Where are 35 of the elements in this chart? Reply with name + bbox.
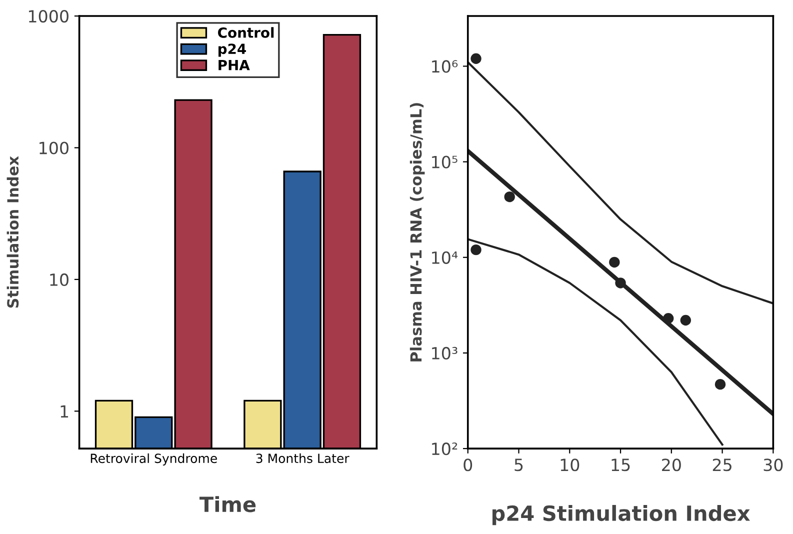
x-tick-label: 30 — [764, 458, 783, 472]
y-tick-label: 10⁵ — [432, 156, 458, 168]
y-tick-label: 10⁴ — [432, 251, 458, 264]
point — [504, 191, 515, 202]
y-tick-label: 10² — [432, 442, 458, 456]
y-tick-label: 10⁶ — [432, 60, 458, 73]
y-tick-label: 1000 — [28, 10, 68, 23]
point — [470, 53, 482, 64]
x-axis-title: Time — [199, 496, 256, 512]
x-tick-label: 10 — [560, 458, 580, 472]
y-tick-label: 10³ — [432, 346, 458, 360]
y-tick-label: 100 — [40, 142, 68, 154]
x-tick-label: 3 Months Later — [256, 453, 350, 464]
y-tick-label: 1 — [60, 405, 68, 418]
point — [470, 244, 482, 256]
point — [663, 313, 674, 324]
x-tick-label: 15 — [612, 458, 630, 472]
point — [680, 314, 692, 326]
x-tick-label: 0 — [464, 458, 472, 472]
line-series — [468, 238, 724, 446]
y-axis-title: Plasma HIV-1 RNA (copies/mL) — [410, 103, 425, 362]
x-axis-title: p24 Stimulation Index — [492, 504, 750, 526]
x-tick-label: Retroviral Syndrome — [90, 453, 217, 466]
y-tick-label: 10 — [50, 273, 68, 286]
point — [609, 256, 620, 268]
x-tick-label: 25 — [712, 458, 732, 472]
point — [615, 278, 626, 288]
legend-label: Control — [218, 27, 274, 38]
legend-label: p24 — [218, 44, 246, 57]
line-series — [468, 61, 774, 304]
point — [714, 378, 726, 390]
x-tick-label: 5 — [514, 458, 523, 472]
legend-label: PHA — [218, 60, 250, 70]
y-axis-title: Stimulation Index — [6, 156, 19, 308]
x-tick-label: 20 — [662, 458, 681, 472]
